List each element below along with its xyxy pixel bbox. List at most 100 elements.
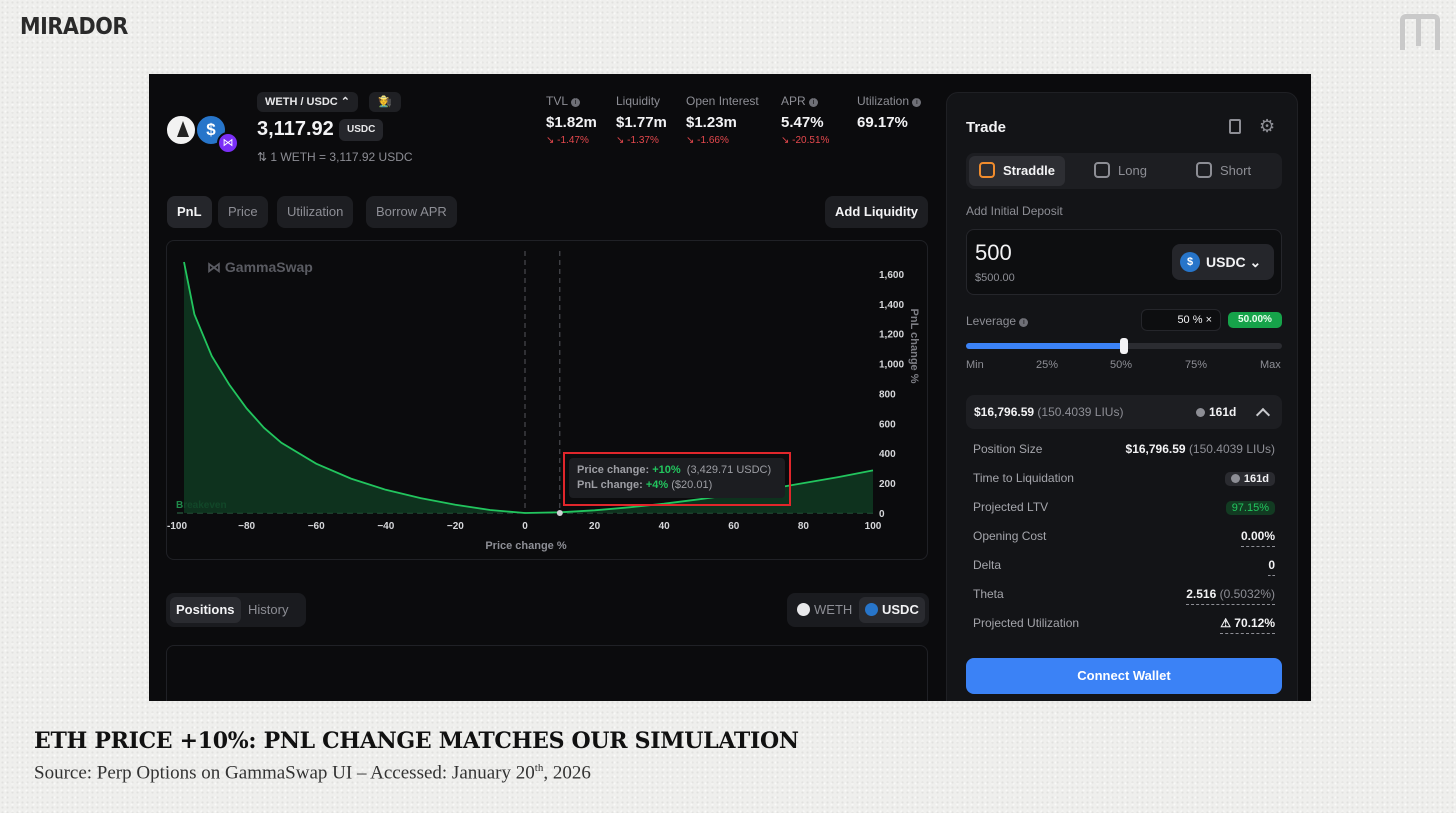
deposit-amount[interactable]: 500 — [975, 240, 1012, 265]
tab-borrow-apr[interactable]: Borrow APR — [366, 196, 457, 228]
usdc-icon — [865, 603, 878, 616]
trade-title: Trade — [966, 119, 1007, 136]
y-tick-label: 600 — [879, 419, 896, 430]
chart-tooltip: Price change: +10% (3,429.71 USDC) PnL c… — [569, 458, 785, 498]
x-tick-label: 40 — [659, 521, 671, 532]
x-tick-label: −40 — [377, 521, 394, 532]
mode-short[interactable]: Short — [1186, 156, 1261, 186]
y-tick-label: 0 — [879, 509, 885, 520]
caption-source: Source: Perp Options on GammaSwap UI – A… — [34, 762, 591, 784]
y-axis-label: PnL change % — [908, 309, 920, 384]
slider-tick-75: 75% — [1185, 359, 1208, 371]
chart-tooltip-highlight: Price change: +10% (3,429.71 USDC) PnL c… — [563, 452, 791, 506]
gammaswap-token-icon: ⋈ — [217, 132, 239, 154]
app-screenshot: $ ⋈ WETH / USDC ⌃ 🧑‍🌾 3,117.92 USDC ⇅ 1 … — [149, 74, 1311, 701]
leverage-slider-thumb[interactable] — [1120, 338, 1128, 354]
calculator-icon[interactable] — [1229, 119, 1241, 134]
y-tick-label: 1,600 — [879, 270, 904, 281]
caption-title: ETH PRICE +10%: PNL CHANGE MATCHES OUR S… — [34, 728, 799, 754]
stat-liquidity: Liquidity $1.77m ↘ -1.37% — [616, 94, 667, 146]
slider-tick-min: Min — [966, 359, 984, 371]
pair-selector[interactable]: WETH / USDC ⌃ — [257, 92, 358, 112]
slider-tick-50: 50% — [1110, 359, 1133, 371]
stat-utilization: Utilization i 69.17% — [857, 94, 922, 131]
x-tick-label: -100 — [167, 521, 187, 532]
summary-days: 161d — [1196, 405, 1236, 419]
mirador-mark-icon — [1400, 14, 1440, 50]
row-time-to-liquidation: Time to Liquidation 161d — [973, 468, 1275, 488]
x-tick-label: −20 — [447, 521, 464, 532]
leverage-slider-fill — [966, 343, 1124, 349]
long-icon — [1094, 162, 1110, 178]
chevron-up-icon[interactable] — [1255, 407, 1271, 423]
eth-token-icon — [165, 114, 197, 146]
tab-history[interactable]: History — [248, 602, 289, 617]
tab-positions[interactable]: Positions — [170, 597, 241, 623]
x-axis-label: Price change % — [485, 540, 567, 552]
deposit-currency-select[interactable]: $ USDC ⌄ — [1172, 244, 1274, 280]
currency-weth[interactable]: WETH — [791, 597, 858, 623]
y-tick-label: 800 — [879, 389, 896, 400]
slider-tick-25: 25% — [1036, 359, 1059, 371]
x-tick-label: 20 — [589, 521, 601, 532]
clock-icon — [1196, 408, 1205, 417]
y-tick-label: 1,000 — [879, 360, 904, 371]
y-tick-label: 400 — [879, 449, 896, 460]
price-unit-badge: USDC — [339, 119, 384, 141]
mode-straddle[interactable]: Straddle — [969, 156, 1066, 186]
usdc-icon: $ — [1180, 252, 1200, 272]
stat-apr: APR i 5.47% ↘ -20.51% — [781, 94, 830, 146]
row-projected-ltv: Projected LTV 97.15% — [973, 497, 1275, 517]
deposit-input[interactable]: 500 $500.00 $ USDC ⌄ — [966, 229, 1282, 295]
x-tick-label: −80 — [238, 521, 255, 532]
x-tick-label: 80 — [798, 521, 810, 532]
stat-tvl: TVL i $1.82m ↘ -1.47% — [546, 94, 597, 146]
trade-mode-selector: Straddle Long Short — [966, 153, 1282, 189]
currency-usdc[interactable]: USDC — [859, 597, 925, 623]
stat-open-interest: Open Interest $1.23m ↘ -1.66% — [686, 94, 759, 146]
positions-table — [166, 645, 928, 701]
row-opening-cost: Opening Cost 0.00% — [973, 526, 1275, 547]
deposit-usd-value: $500.00 — [975, 272, 1015, 284]
row-projected-utilization: Projected Utilization ⚠ 70.12% — [973, 613, 1275, 634]
tab-pnl[interactable]: PnL — [167, 196, 212, 228]
y-tick-label: 1,400 — [879, 300, 904, 311]
warning-icon: ⚠ — [1220, 616, 1235, 630]
x-tick-label: −60 — [308, 521, 325, 532]
leverage-label: Leverage i — [966, 314, 1029, 328]
price-value: 3,117.92 — [257, 118, 334, 140]
mode-long[interactable]: Long — [1084, 156, 1157, 186]
currency-toggle: WETH USDC — [787, 593, 929, 627]
trade-panel: Trade ⚙ Straddle Long Short Add Initial … — [946, 92, 1298, 701]
leverage-input[interactable]: 50 % × — [1141, 309, 1221, 331]
deposit-label: Add Initial Deposit — [966, 204, 1063, 218]
x-tick-label: 60 — [728, 521, 740, 532]
gammaswap-logo-icon: ⋈ — [207, 259, 225, 275]
pnl-chart: PnL change % Price change % Breakeven -1… — [166, 240, 928, 560]
exchange-rate: ⇅ 1 WETH = 3,117.92 USDC — [257, 150, 413, 164]
tab-utilization[interactable]: Utilization — [277, 196, 354, 228]
farmer-emoji-badge: 🧑‍🌾 — [369, 92, 401, 112]
add-liquidity-button[interactable]: Add Liquidity — [825, 196, 929, 228]
summary-value: $16,796.59 (150.4039 LIUs) — [974, 405, 1124, 419]
gear-icon[interactable]: ⚙ — [1259, 116, 1276, 136]
row-theta: Theta 2.516 (0.5032%) — [973, 584, 1275, 605]
clock-icon — [1230, 474, 1240, 483]
mirador-logo: MIRADOR — [20, 14, 128, 40]
usdc-token-icon: $ — [195, 114, 227, 146]
leverage-badge: 50.00% — [1228, 312, 1282, 328]
position-summary[interactable]: $16,796.59 (150.4039 LIUs) 161d — [966, 395, 1282, 429]
tab-price[interactable]: Price — [218, 196, 268, 228]
row-position-size: Position Size $16,796.59 (150.4039 LIUs) — [973, 442, 1275, 456]
pnl-area — [184, 262, 873, 513]
info-icon: i — [570, 98, 580, 107]
slider-tick-max: Max — [1260, 359, 1281, 371]
gammaswap-watermark: ⋈ GammaSwap — [207, 259, 313, 275]
positions-tabbar: Positions History — [166, 593, 306, 627]
leverage-slider[interactable] — [966, 338, 1282, 354]
x-tick-label: 0 — [522, 521, 528, 532]
eth-icon — [797, 603, 810, 616]
short-icon — [1196, 162, 1212, 178]
connect-wallet-button[interactable]: Connect Wallet — [966, 658, 1282, 694]
hover-point — [556, 510, 563, 516]
